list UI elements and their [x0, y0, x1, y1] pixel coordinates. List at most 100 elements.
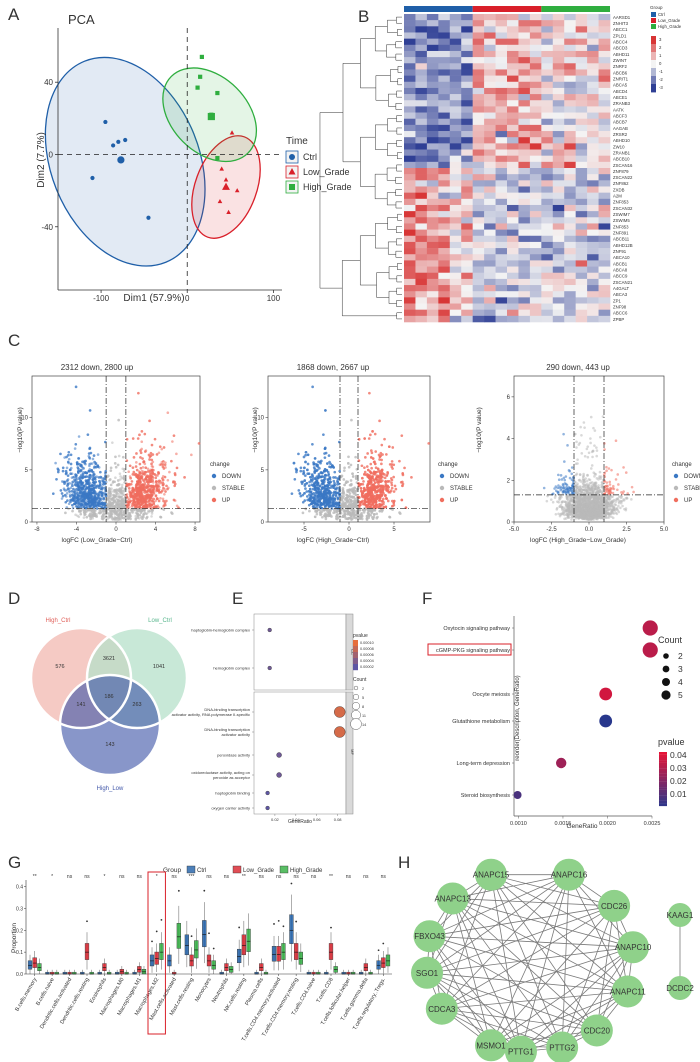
volcano-point-stable: [121, 505, 124, 509]
heatmap-cell: [484, 309, 496, 317]
heatmap-cell: [415, 315, 428, 323]
volcano-point-up: [157, 499, 161, 503]
volcano-point-down: [84, 487, 88, 491]
heatmap-cell: [449, 50, 462, 58]
heatmap-gene-label: ZRSR2: [613, 132, 628, 137]
heatmap-cell: [598, 285, 611, 292]
volcano-point-up: [139, 490, 142, 494]
volcano-point-stable: [117, 482, 120, 486]
heatmap-cell: [484, 161, 496, 169]
heatmap-cell: [449, 137, 462, 144]
heatmap-cell: [552, 192, 565, 200]
heatmap-dendrogram-branch: [395, 250, 402, 258]
volcano-point-up: [136, 480, 139, 483]
heatmap-cell: [598, 297, 611, 304]
heatmap-cell: [404, 38, 416, 46]
heatmap-cell: [426, 192, 439, 200]
volcano-point-down: [70, 489, 74, 493]
heatmap-cell: [472, 124, 485, 132]
heatmap-dendrogram-branch: [386, 44, 396, 58]
heatmap-cell: [507, 149, 519, 156]
heatmap-cell: [484, 118, 496, 126]
heatmap-cell: [449, 161, 462, 169]
heatmap-gene-label: ABCF3: [613, 113, 627, 118]
heatmap-cell: [552, 26, 565, 33]
heatmap-cell: [495, 248, 508, 255]
volcano-point-down: [54, 461, 57, 465]
volcano-point-down: [76, 466, 80, 469]
heatmap-cell: [587, 124, 599, 132]
heatmap-cell: [587, 309, 599, 317]
heatmap-cell: [564, 204, 576, 212]
heatmap-dendrogram-branch: [396, 287, 402, 295]
volcano-point-down: [74, 501, 78, 505]
heatmap-cell: [598, 131, 611, 138]
volcano-point-up: [142, 483, 145, 487]
heatmap-cell: [495, 229, 508, 237]
heatmap-dendrogram-branch: [395, 201, 402, 209]
heatmap-cell: [575, 131, 588, 138]
volcano-point-up: [140, 440, 144, 444]
heatmap-cell: [598, 235, 611, 243]
heatmap-dendrogram-branch: [375, 124, 388, 150]
volcano-point-up: [138, 462, 142, 466]
volcano-point-down: [77, 495, 81, 498]
heatmap-gene-label: AARSD1: [613, 15, 631, 20]
heatmap-cell: [426, 266, 439, 274]
volcano-point-up: [154, 499, 158, 503]
heatmap-cell: [404, 211, 416, 218]
heatmap-cell: [507, 174, 519, 181]
volcano-point-up: [175, 452, 178, 456]
heatmap-cell: [484, 106, 496, 113]
heatmap-cell: [507, 112, 519, 120]
heatmap-cell: [518, 217, 531, 224]
heatmap-cell: [438, 155, 451, 163]
heatmap-cell: [518, 137, 531, 144]
heatmap-cell: [438, 186, 451, 193]
heatmap-cell: [404, 94, 416, 101]
heatmap-cell: [415, 161, 428, 169]
volcano-point-down: [73, 480, 77, 483]
pca-center-low-grade: [222, 182, 230, 190]
volcano-point-up: [139, 456, 142, 459]
heatmap-cell: [438, 198, 451, 206]
volcano-point-up: [155, 488, 159, 491]
volcano-point-up: [166, 487, 169, 491]
heatmap-cell: [518, 186, 531, 193]
heatmap-cell: [587, 297, 599, 304]
heatmap-cell: [541, 315, 554, 323]
volcano-point-stable: [121, 455, 125, 459]
volcano-point-stable: [145, 512, 148, 516]
volcano-point-up: [133, 473, 136, 477]
heatmap-cell: [404, 266, 416, 274]
heatmap-cell: [541, 155, 554, 163]
volcano-point-stable: [97, 511, 101, 515]
pca-center-ctrl: [117, 156, 125, 164]
heatmap-cell: [404, 106, 416, 113]
heatmap-cell: [518, 20, 531, 27]
heatmap-cell: [529, 112, 542, 120]
heatmap-cell: [552, 272, 565, 280]
volcano-point-stable: [111, 441, 114, 444]
volcano-point-up: [161, 463, 165, 466]
volcano-point-up: [154, 494, 158, 498]
heatmap-cell: [472, 75, 485, 83]
heatmap-cell: [518, 180, 531, 187]
heatmap-cell: [587, 211, 599, 218]
heatmap-cell: [404, 192, 416, 200]
heatmap-cell: [449, 20, 462, 27]
heatmap-legend-label: Ctrl: [658, 12, 665, 17]
volcano-point-down: [82, 484, 86, 488]
heatmap-cell: [552, 217, 565, 224]
volcano-legend-marker: [211, 485, 217, 491]
heatmap-cell: [552, 112, 565, 120]
heatmap-cell: [415, 241, 428, 249]
volcano-point-up: [144, 477, 147, 481]
volcano-point-up: [135, 483, 139, 486]
heatmap-cell: [564, 57, 576, 64]
heatmap-cell: [598, 75, 611, 83]
volcano-2-x-label: logFC (High_Grade−Ctrl): [297, 537, 369, 544]
heatmap-cell: [507, 63, 519, 70]
volcano-point-stable: [67, 507, 70, 511]
heatmap-cell: [449, 106, 462, 113]
